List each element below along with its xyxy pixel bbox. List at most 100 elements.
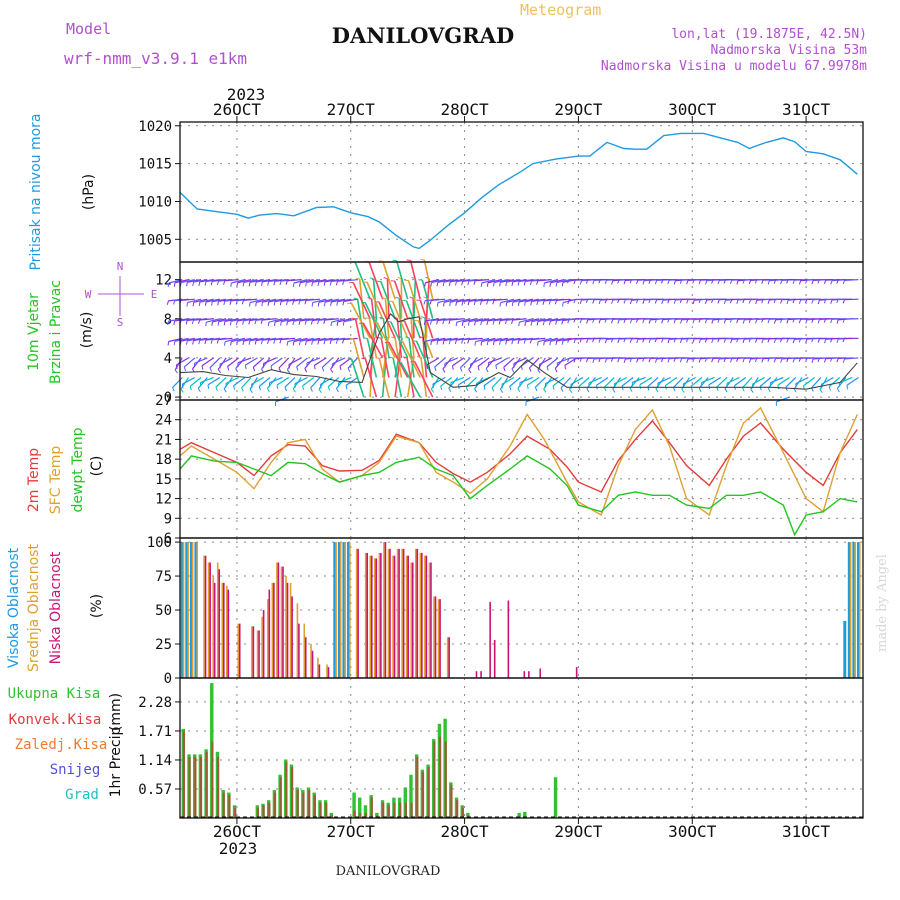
wind-barb-flag [342,321,345,326]
wind-barb [531,337,546,341]
wind-barb-flag [345,385,348,390]
wind-barb-flag [679,299,683,304]
wind-barb-flag [698,299,701,304]
wind-barb [437,337,452,342]
wind-barb-flag [167,282,170,288]
wind-barb-flag [673,357,676,362]
wind-barb [266,377,277,389]
wind-barb [437,298,452,304]
wind-barb-flag [204,301,207,306]
cloud-bar-low [489,601,491,678]
precip-unit: (mm) [108,693,124,731]
wind-barb-flag [598,338,601,343]
wind-barb-flag [717,299,720,304]
wind-barb [218,318,233,323]
wind-barb-flag [648,358,651,363]
precip-bar-conv [330,815,333,818]
wind-barb-flag [517,339,520,345]
wind-barb [201,357,214,367]
wind-barb-flag [686,358,689,363]
temperature-ytick-label: 9 [164,511,172,527]
wind-barb-flag [517,281,520,286]
wind-barb-flag [173,300,176,305]
wind-barb-flag [211,301,213,306]
cloud-bar-mid [212,576,214,678]
wind-barb-flag [448,387,452,392]
wind-barb-flag [207,384,210,389]
wind-barb-flag [267,281,270,286]
wind-barb-flag [748,280,752,285]
cloud-bar-low [539,668,542,678]
wind-barb-flag [598,357,601,363]
wind-barb [306,279,321,284]
wind-barb [212,318,227,323]
wind-barb-flag [742,358,745,363]
cloud-bar-mid [405,555,408,678]
watermark: made by Angel [875,554,890,652]
wind-barb-flag [517,388,521,393]
precip-axis-title: 1hr Precip [108,727,124,798]
wind-barb-flag [711,299,714,304]
wind-barb [493,337,508,342]
wind-barb-flag [755,338,758,343]
wind-barb-flag [592,299,595,304]
wind-barb [380,338,390,378]
wind-barb-flag [186,340,188,345]
wind-barb-flag [323,281,326,286]
wind-barb-flag [529,339,532,344]
wind-barb-flag [667,358,670,363]
wind-barb [545,376,559,385]
wind-barb [224,298,239,302]
cloud-bar-mid [858,542,861,678]
wind-barb-flag [505,302,508,307]
wind-barb-flag [564,365,567,370]
wind-barb [176,357,189,366]
wind-barb-flag [511,281,514,286]
wind-barb [243,337,258,342]
wind-barb [444,357,458,364]
precip-legend-item: Zaledj.Kisa [15,737,108,753]
wind-barb-flag [186,302,188,307]
wind-barb-flag [817,279,820,284]
wind-barb-flag [573,358,576,363]
wind-barb-flag [480,341,483,346]
wind-barb-flag [311,282,314,287]
cloud-bar-high [843,620,847,678]
wind-barb-flag [266,388,270,393]
wind-barb [588,376,602,384]
wind-barb-flag [198,319,201,324]
cloud-bar-low [425,555,428,678]
wind-barb-flag [173,320,176,325]
wind-barb-flag [698,358,701,363]
wind-barb-flag [579,338,582,343]
wind-barb [468,318,483,323]
precip-legend-item: Ukupna Kisa [8,686,101,702]
wind-barb-flag [692,300,695,305]
precip-bar-conv [319,802,322,818]
wind-barb-flag [285,280,288,285]
wind-barb [596,376,609,386]
wind-barb [274,298,289,303]
wind-barb-flag [396,361,401,364]
wind-barb [443,337,458,342]
wind-barb [299,279,314,284]
wind-barb [354,318,365,359]
wind-barb [380,281,396,320]
wind-barb [525,318,540,323]
wind-barb-flag [842,358,845,363]
wind-barb-flag [261,302,263,307]
wind-barb-flag [448,319,451,324]
wind-barb [419,300,434,339]
wind-barb-flag [836,338,839,344]
cloud-bar-mid [303,623,306,678]
wind-barb [487,279,502,284]
wind-barb-flag [723,279,726,284]
temperature-ytick-label: 6 [164,531,172,547]
wind-axis-title-2: Brzina i Pravac [48,280,64,384]
wind-barb-flag [673,338,676,343]
wind-barb-flag [528,367,532,372]
wind-barb-flag [223,388,227,393]
wind-barb-flag [454,339,457,345]
wind-barb [212,298,227,303]
wind-barb-flag [260,319,263,324]
